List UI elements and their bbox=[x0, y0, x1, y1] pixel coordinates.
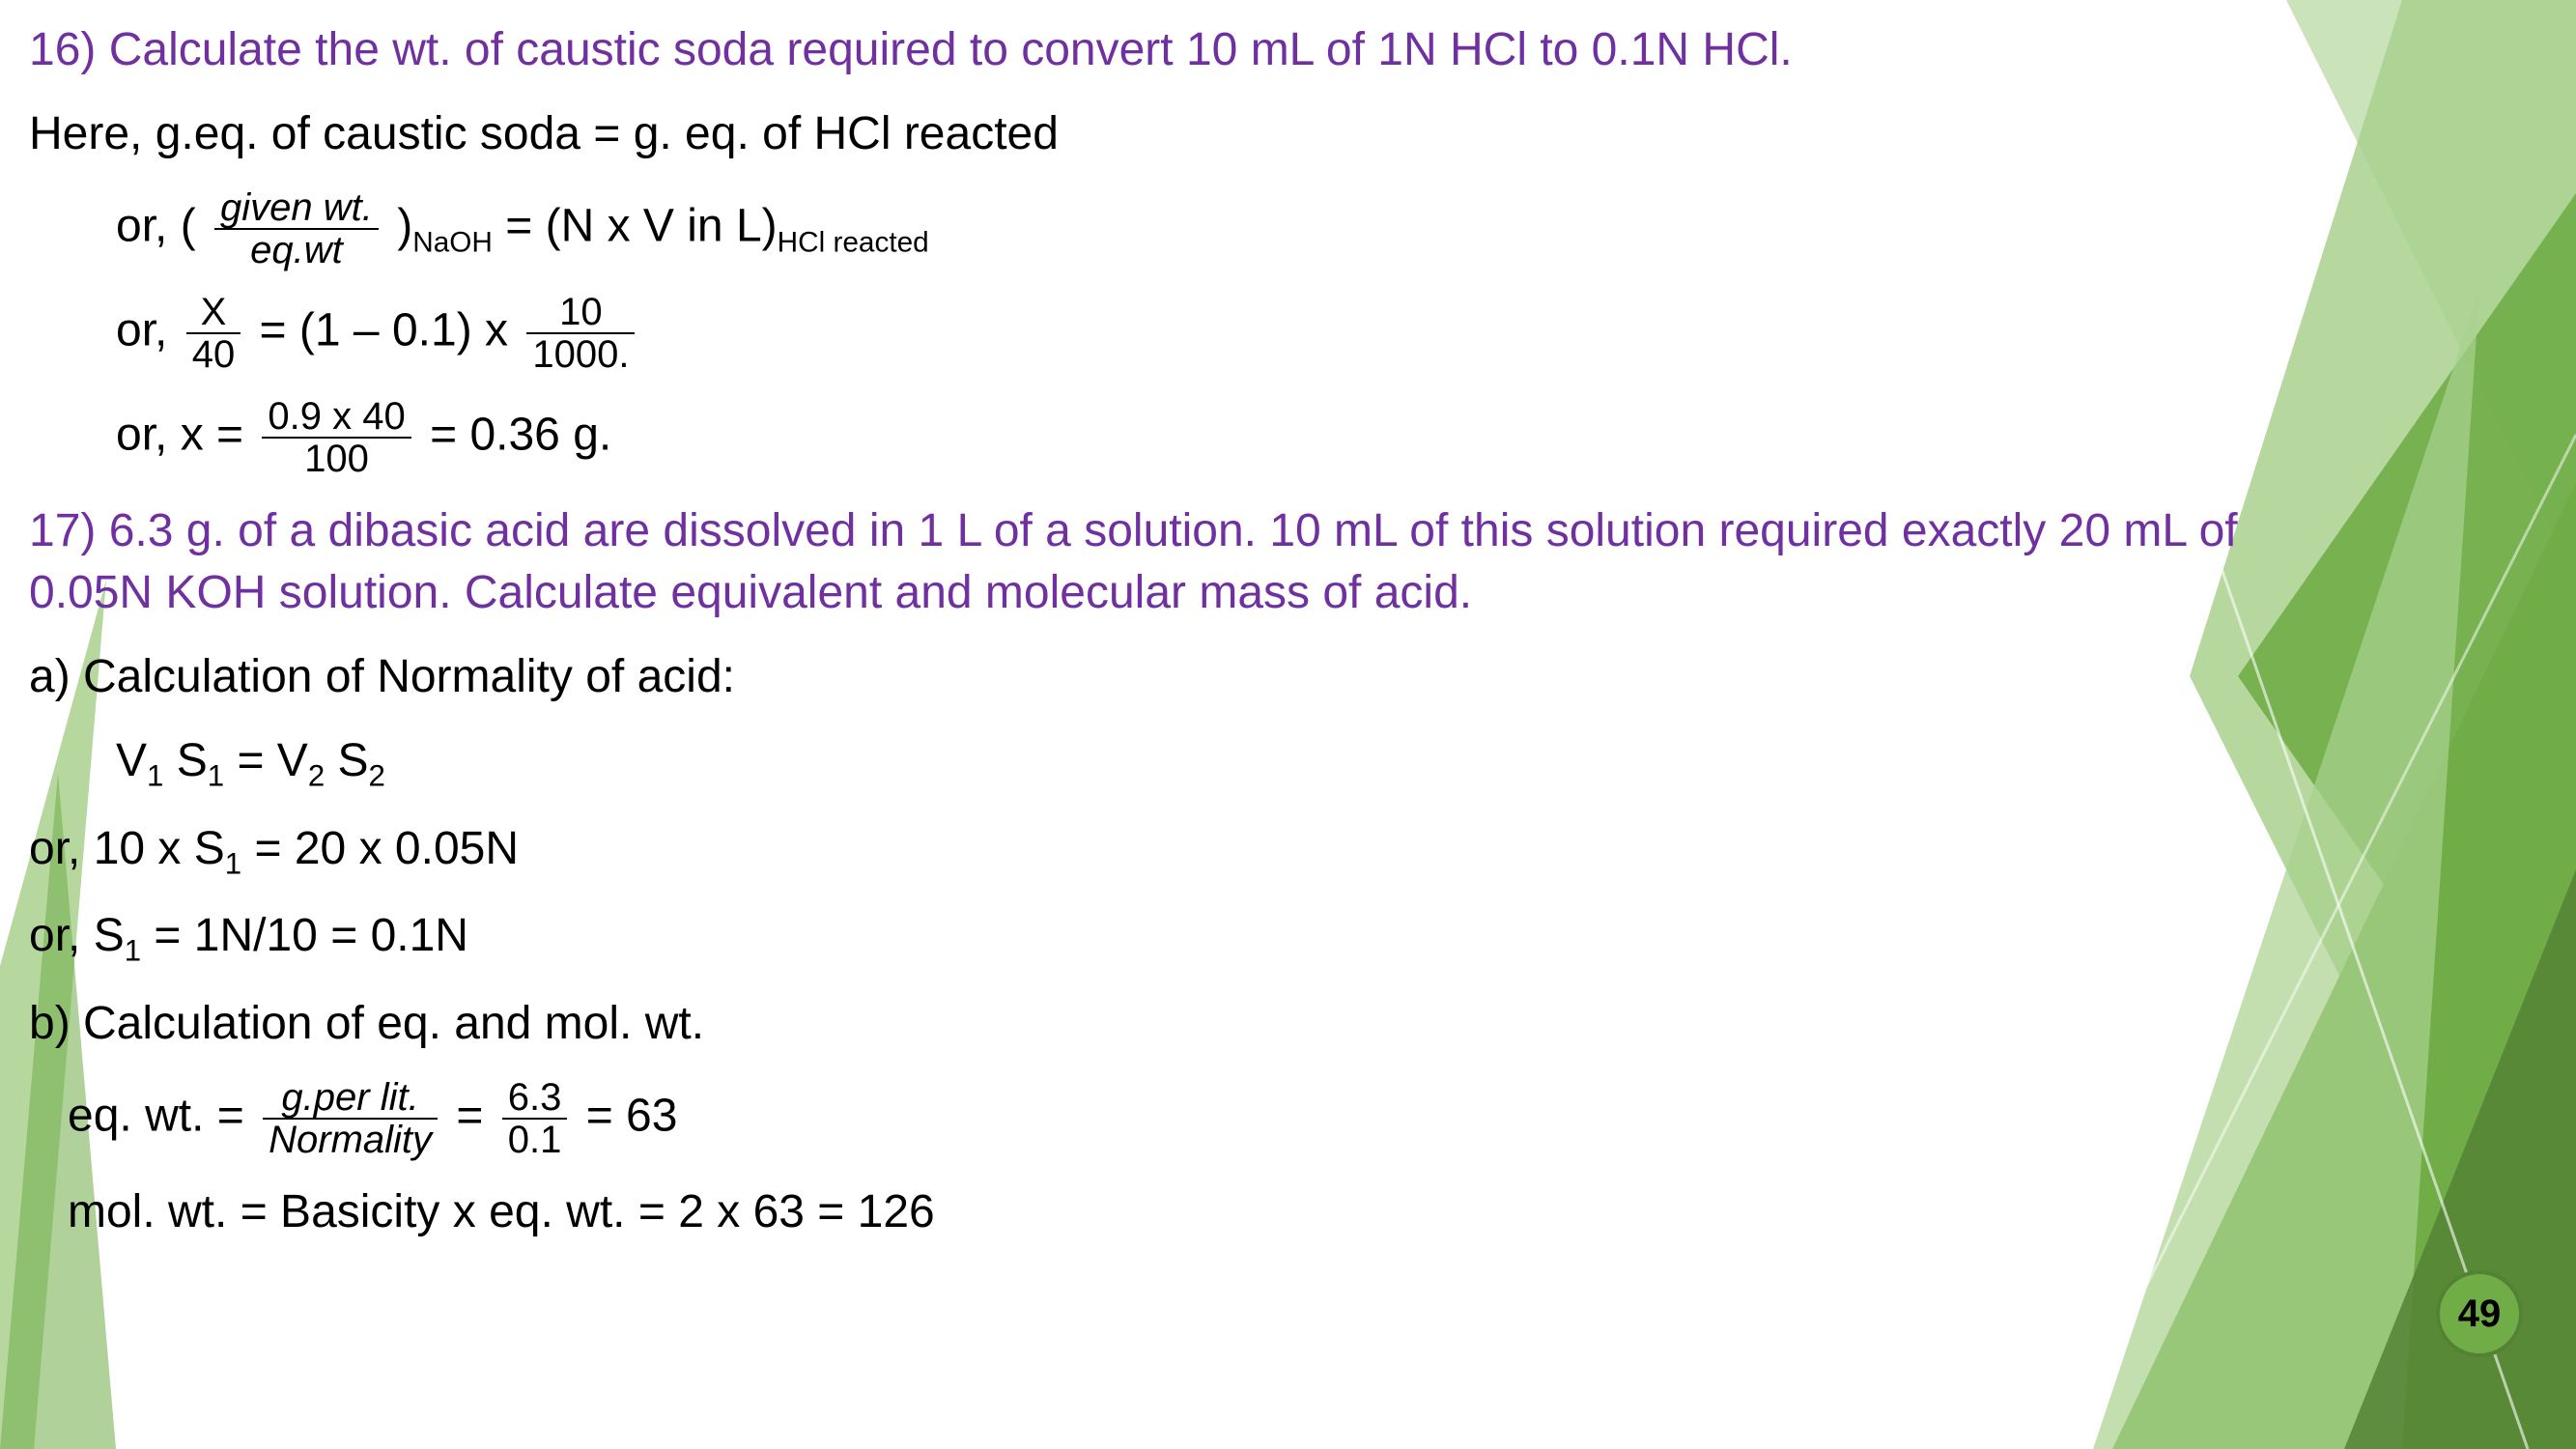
q16-step-1: Here, g.eq. of caustic soda = g. eq. of … bbox=[29, 103, 2279, 166]
fraction-x-40: X 40 bbox=[186, 292, 241, 375]
subscript-hcl-reacted: HCl reacted bbox=[778, 226, 929, 258]
fraction-6p3-0p1: 6.3 0.1 bbox=[502, 1077, 568, 1160]
page-number-badge: 49 bbox=[2436, 1270, 2523, 1357]
text: = bbox=[456, 1091, 495, 1142]
numerator: 6.3 bbox=[502, 1077, 568, 1120]
q16-step-3: or, X 40 = (1 – 0.1) x 10 1000. bbox=[29, 292, 2279, 375]
denominator: eq.wt bbox=[214, 230, 379, 270]
numerator: g.per lit. bbox=[263, 1077, 438, 1120]
numerator: X bbox=[186, 292, 241, 334]
fraction-10-1000: 10 1000. bbox=[526, 292, 635, 375]
text: = V bbox=[237, 735, 307, 786]
q17-step-1: V1 S1 = V2 S2 bbox=[29, 730, 2279, 797]
slide-content: 16) Calculate the wt. of caustic soda re… bbox=[0, 0, 2318, 1285]
question-17: 17) 6.3 g. of a dibasic acid are dissolv… bbox=[29, 500, 2279, 626]
fraction-0p9x40-100: 0.9 x 40 100 bbox=[262, 396, 410, 479]
text: S bbox=[338, 735, 369, 786]
text: or, x = bbox=[116, 409, 256, 460]
text: = (1 – 0.1) x bbox=[260, 304, 522, 355]
text: = 63 bbox=[586, 1091, 678, 1142]
denominator: 1000. bbox=[526, 334, 635, 375]
subscript-naoh: NaOH bbox=[412, 226, 493, 258]
q16-step-2: or, ( given wt. eq.wt )NaOH = (N x V in … bbox=[29, 187, 2279, 270]
text: or, S bbox=[29, 910, 125, 961]
q17-step-3: or, S1 = 1N/10 = 0.1N bbox=[29, 905, 2279, 972]
text: = (N x V in L) bbox=[505, 200, 777, 251]
numerator: 10 bbox=[526, 292, 635, 334]
page-number: 49 bbox=[2458, 1293, 2502, 1336]
q17-step-2: or, 10 x S1 = 20 x 0.05N bbox=[29, 818, 2279, 885]
text: = 0.36 g. bbox=[430, 409, 611, 460]
denominator: 100 bbox=[262, 439, 410, 479]
subscript: 1 bbox=[225, 846, 241, 880]
subscript: 2 bbox=[308, 759, 325, 793]
text: or, 10 x S bbox=[29, 823, 225, 874]
q17-step-4: eq. wt. = g.per lit. Normality = 6.3 0.1… bbox=[29, 1077, 2279, 1160]
q16-step-4: or, x = 0.9 x 40 100 = 0.36 g. bbox=[29, 396, 2279, 479]
numerator: given wt. bbox=[214, 187, 379, 230]
q17-part-a-heading: a) Calculation of Normality of acid: bbox=[29, 646, 2279, 709]
question-16: 16) Calculate the wt. of caustic soda re… bbox=[29, 19, 2279, 82]
numerator: 0.9 x 40 bbox=[262, 396, 410, 439]
text: V bbox=[116, 735, 147, 786]
fraction-givenwt-eqwt: given wt. eq.wt bbox=[214, 187, 379, 270]
subscript: 2 bbox=[369, 759, 385, 793]
denominator: Normality bbox=[263, 1120, 438, 1160]
subscript: 1 bbox=[125, 934, 141, 968]
subscript: 1 bbox=[208, 759, 224, 793]
text: = 1N/10 = 0.1N bbox=[154, 910, 468, 961]
denominator: 0.1 bbox=[502, 1120, 568, 1160]
q17-step-5: mol. wt. = Basicity x eq. wt. = 2 x 63 =… bbox=[29, 1181, 2279, 1244]
text: = 20 x 0.05N bbox=[254, 823, 519, 874]
text: or, bbox=[116, 304, 181, 355]
text: S bbox=[177, 735, 208, 786]
denominator: 40 bbox=[186, 334, 241, 375]
q17-part-b-heading: b) Calculation of eq. and mol. wt. bbox=[29, 993, 2279, 1056]
text: or, ( bbox=[116, 200, 209, 251]
fraction-gperlit-normality: g.per lit. Normality bbox=[263, 1077, 438, 1160]
subscript: 1 bbox=[147, 759, 163, 793]
text: ) bbox=[397, 200, 412, 251]
text: eq. wt. = bbox=[68, 1091, 257, 1142]
